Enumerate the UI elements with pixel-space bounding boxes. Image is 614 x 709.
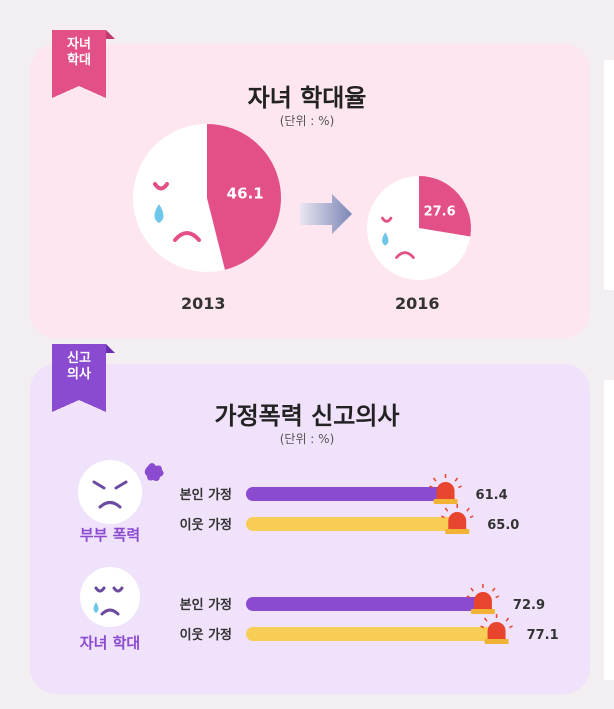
trend-arrow-icon bbox=[300, 194, 352, 234]
siren-base bbox=[470, 609, 495, 614]
bar-category-label: 본인 가정 bbox=[180, 487, 232, 503]
siren-ray bbox=[429, 485, 434, 489]
bar-value-label: 72.9 bbox=[513, 598, 545, 613]
siren-ray bbox=[444, 507, 449, 512]
report-chart-title: 가정폭력 신고의사 bbox=[214, 402, 400, 430]
siren-icon bbox=[440, 504, 474, 534]
eye bbox=[381, 216, 393, 223]
siren-ray bbox=[483, 617, 488, 622]
tear-drop bbox=[154, 204, 164, 223]
bar bbox=[246, 627, 497, 641]
report-bar-chart: 본인 가정 61.4 이웃 가정 65.0 본인 가정 72.9 이웃 가정 77.1 bbox=[180, 474, 559, 644]
abuse-chart-title: 자녀 학대율 bbox=[247, 84, 367, 112]
siren-dome bbox=[448, 512, 467, 530]
tag-line-1: 자녀 bbox=[67, 37, 91, 52]
bar-category-label: 본인 가정 bbox=[180, 597, 232, 613]
siren-ray bbox=[432, 477, 437, 482]
tag-line-2: 학대 bbox=[67, 53, 91, 68]
siren-icon bbox=[480, 614, 513, 644]
bar bbox=[246, 517, 458, 531]
pie-year-label: 2013 bbox=[181, 294, 226, 313]
child-abuse-panel bbox=[30, 44, 590, 338]
bar-category-label: 이웃 가정 bbox=[180, 517, 232, 533]
tag-ribbon-tail bbox=[52, 86, 106, 98]
tag-line-2: 의사 bbox=[67, 367, 91, 382]
tag-ribbon-fold bbox=[106, 30, 115, 39]
siren-ray bbox=[458, 485, 462, 489]
siren-ray bbox=[480, 625, 485, 629]
bar-category-label: 이웃 가정 bbox=[180, 627, 232, 643]
abuse-chart-unit: (단위 : %) bbox=[279, 114, 335, 128]
siren-base bbox=[433, 499, 458, 504]
pie-value-label: 46.1 bbox=[227, 184, 264, 202]
group-label-child-abuse: 자녀 학대 bbox=[79, 634, 141, 652]
angry-face-icon bbox=[78, 460, 164, 524]
siren-ray bbox=[470, 587, 474, 592]
pie-value-label: 27.6 bbox=[424, 205, 456, 220]
bar bbox=[246, 487, 446, 501]
siren-ray bbox=[491, 587, 496, 592]
siren-ray bbox=[469, 515, 474, 519]
crying-face-icon bbox=[80, 567, 140, 627]
right-edge-strip bbox=[604, 60, 614, 290]
siren-ray bbox=[454, 477, 459, 482]
siren-base bbox=[445, 529, 470, 534]
sad-face-icon bbox=[381, 216, 415, 259]
section-tag-report-intent: 신고 의사 bbox=[52, 344, 115, 412]
abuse-pie-chart: 46.1 27.6 bbox=[133, 124, 472, 280]
section-tag-child-abuse: 자녀 학대 bbox=[52, 30, 115, 98]
right-edge-strip bbox=[604, 380, 614, 680]
pie-year-label: 2016 bbox=[395, 294, 440, 313]
siren-ray bbox=[466, 595, 471, 599]
siren-dome bbox=[487, 622, 506, 640]
siren-ray bbox=[466, 507, 470, 512]
pie-slice bbox=[419, 176, 472, 237]
mouth bbox=[395, 251, 415, 259]
siren-dome bbox=[436, 482, 455, 500]
siren-dome bbox=[473, 592, 492, 610]
tag-ribbon-fold bbox=[106, 344, 115, 353]
siren-ray bbox=[495, 595, 500, 599]
tag-line-1: 신고 bbox=[67, 351, 91, 366]
mouth bbox=[173, 231, 201, 242]
sad-face-icon bbox=[153, 182, 201, 242]
siren-icon bbox=[466, 584, 500, 614]
siren-icon bbox=[429, 474, 462, 504]
siren-ray bbox=[505, 617, 510, 622]
tear-drop bbox=[382, 232, 389, 246]
eye bbox=[153, 182, 169, 191]
siren-ray bbox=[440, 515, 445, 519]
bar-value-label: 77.1 bbox=[527, 628, 559, 643]
group-label-spousal-violence: 부부 폭력 bbox=[79, 526, 141, 544]
report-chart-unit: (단위 : %) bbox=[279, 432, 335, 446]
bar-value-label: 61.4 bbox=[476, 488, 508, 503]
pie-slice bbox=[207, 124, 281, 270]
bar bbox=[246, 597, 483, 611]
tag-ribbon-tail bbox=[52, 400, 106, 412]
siren-base bbox=[484, 639, 509, 644]
bar-value-label: 65.0 bbox=[487, 518, 519, 533]
siren-ray bbox=[509, 625, 513, 629]
